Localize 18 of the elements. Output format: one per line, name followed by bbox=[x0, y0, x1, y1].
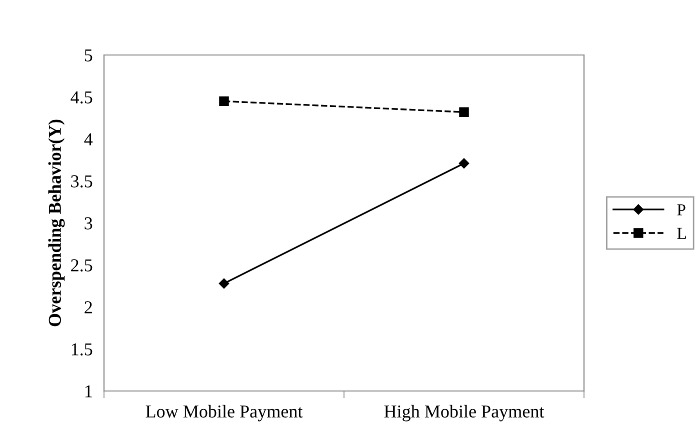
y-tick-label: 2 bbox=[84, 301, 92, 314]
point bbox=[458, 158, 470, 168]
point bbox=[459, 107, 469, 117]
y-tick-label: 2.5 bbox=[71, 259, 92, 272]
x-tick-label: Low Mobile Payment bbox=[146, 404, 303, 422]
y-tick-label: 5 bbox=[84, 49, 92, 62]
y-tick-label: 4.5 bbox=[70, 91, 92, 104]
point bbox=[219, 96, 229, 106]
legend-label: P bbox=[677, 204, 686, 216]
x-tick-label: High Mobile Payment bbox=[384, 404, 544, 422]
legend-label: L bbox=[677, 228, 686, 239]
point bbox=[218, 278, 230, 289]
y-axis-title: Overspending Behavior(Y) bbox=[48, 120, 65, 326]
y-tick-label: 3.5 bbox=[71, 175, 92, 188]
y-tick-label: 4 bbox=[84, 133, 93, 146]
y-tick-label: 1 bbox=[85, 385, 92, 398]
y-tick-label: 1.5 bbox=[72, 343, 92, 356]
y-tick-label: 3 bbox=[84, 217, 92, 230]
